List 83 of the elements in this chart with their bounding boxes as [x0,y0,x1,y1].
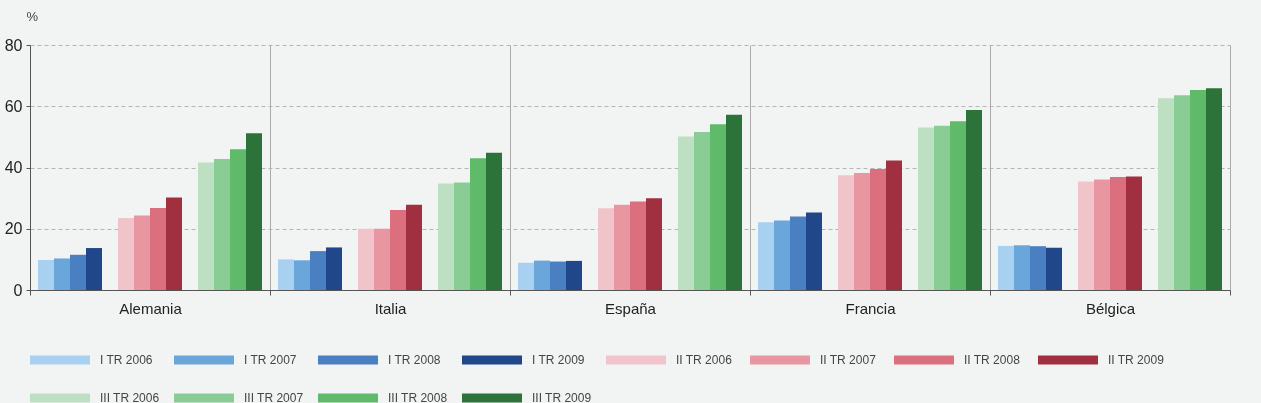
y-tick-label: 40 [4,159,23,176]
bar [774,220,790,290]
bar [614,204,630,290]
bar [86,248,102,290]
x-tick-label: Alemania [119,299,183,317]
bar [678,136,694,290]
y-tick-label: 0 [13,281,23,299]
legend-label: II TR 2007 [820,353,877,367]
bar [790,216,806,290]
bar [1030,246,1046,290]
legend-label: III TR 2009 [532,391,592,403]
y-tick-label: 60 [4,97,23,115]
bar [806,212,822,290]
bar [54,258,70,290]
bar [854,173,870,290]
y-axis-title: % [26,8,39,24]
bar [278,259,294,290]
bar [1014,245,1030,290]
bar [1174,95,1190,290]
bar [150,207,166,290]
bar [598,208,614,290]
bar [166,197,182,290]
legend-label: I TR 2009 [532,353,585,367]
x-tick-label: España [605,299,657,317]
bar [758,222,774,290]
bar [1158,98,1174,290]
bar [118,218,134,290]
bar [230,149,246,290]
bar [646,198,662,290]
legend-label: II TR 2006 [676,353,733,367]
bar [70,254,86,290]
x-tick-label: Francia [845,299,897,317]
legend-label: I TR 2007 [244,353,297,367]
bar [454,182,470,290]
bar [726,114,742,290]
bar [326,247,342,290]
bar [1078,181,1094,290]
legend-label: I TR 2006 [100,353,153,367]
x-tick-label: Bélgica [1085,299,1136,317]
bar [630,201,646,290]
bar [566,260,582,290]
legend-label: II TR 2009 [1108,353,1165,367]
bar [1046,247,1062,290]
legend-label: III TR 2008 [388,391,448,403]
bar [1206,88,1222,290]
legend-label: I TR 2008 [388,353,441,367]
bar [438,183,454,290]
y-tick-label: 20 [4,220,23,238]
bar [358,228,374,290]
bar [134,215,150,290]
bar [694,131,710,290]
bar [198,162,214,290]
bar [1126,176,1142,290]
bar [1094,179,1110,290]
bar [406,204,422,290]
bar [486,152,502,290]
bar [214,158,230,290]
bar [470,158,486,290]
bar [918,127,934,290]
bar [934,125,950,290]
legend-label: III TR 2006 [100,391,160,403]
bar [950,121,966,290]
x-tick-label: Italia [374,299,407,317]
bar [518,262,534,290]
bar [886,160,902,290]
bar [294,260,310,290]
bar [966,109,982,290]
bar [534,260,550,290]
legend-label: II TR 2008 [964,353,1021,367]
bar [870,169,886,290]
bar [550,261,566,290]
bar [838,175,854,290]
y-tick-label: 80 [4,36,23,54]
bar [246,133,262,290]
legend-label: III TR 2007 [244,391,304,403]
bar [38,259,54,290]
bar [1190,90,1206,290]
bar [374,228,390,290]
bar [998,245,1014,290]
bar [1110,176,1126,290]
bar [710,124,726,290]
bar [390,210,406,290]
bar [310,251,326,290]
